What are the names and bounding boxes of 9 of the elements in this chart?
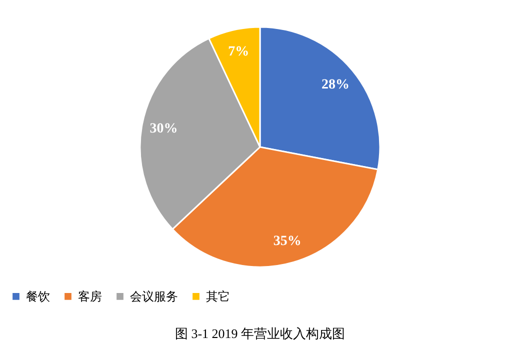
data-label: 35% bbox=[273, 234, 302, 250]
legend-label: 餐饮 bbox=[26, 289, 50, 304]
legend-label: 其它 bbox=[206, 289, 230, 304]
data-label: 28% bbox=[322, 78, 350, 93]
data-label: 7% bbox=[228, 44, 250, 60]
legend-label: 会议服务 bbox=[130, 289, 178, 304]
data-label: 30% bbox=[150, 122, 178, 137]
legend-label: 客房 bbox=[78, 289, 102, 304]
caption: 图 3-1 2019 年营业收入构成图 bbox=[174, 326, 346, 341]
